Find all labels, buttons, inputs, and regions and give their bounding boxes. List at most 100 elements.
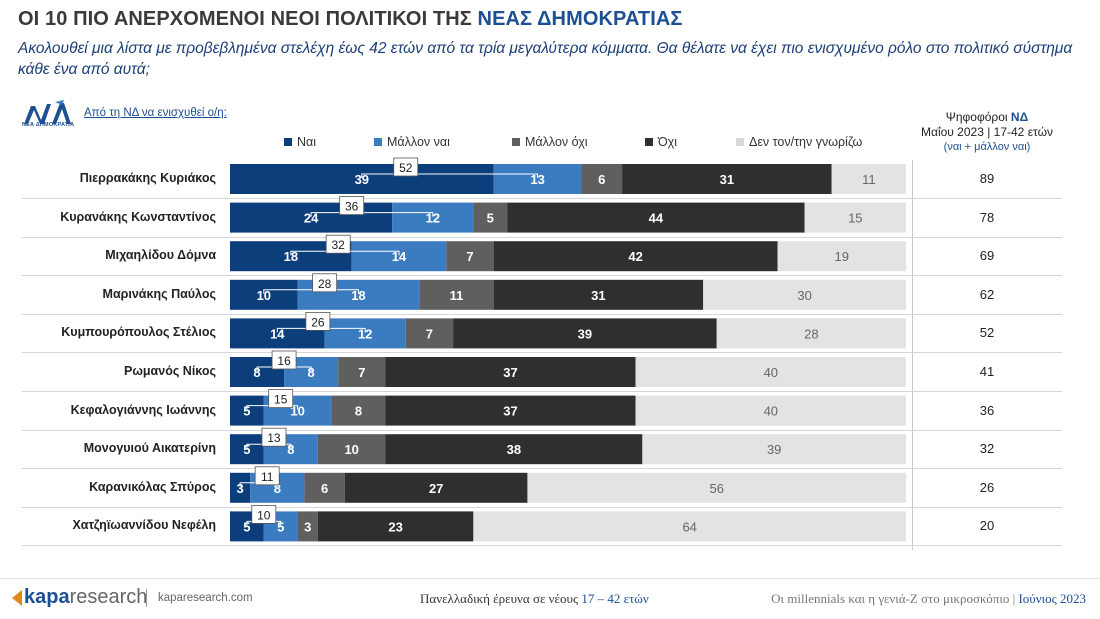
bar-value-label: 23 [388,519,402,534]
bar-value-label: 18 [351,288,365,303]
category-label: Καρανικόλας Σπύρος [89,479,216,494]
bar-segment [324,318,406,349]
bar-value-label: 12 [426,211,440,226]
bar-segment [338,357,386,387]
side-header-line1: Ψηφοφόροι [945,110,1011,124]
chart-question: Από τη ΝΔ να ενισχυθεί ο/η: [84,107,227,119]
bar-value-label: 64 [682,519,696,534]
bar-value-label: 10 [257,288,271,303]
bar-value-label: 15 [848,211,862,226]
combined-label-box [254,466,280,486]
bar-segment [493,164,582,194]
row-divider [22,506,1062,508]
bar-value-label: 31 [720,172,734,187]
combined-label-box [268,389,294,409]
bar-segment [392,202,474,233]
combined-label: 10 [257,508,271,522]
bar-segment [831,164,906,194]
bar-value-label: 8 [274,481,281,496]
bar-segment [493,279,704,310]
kapa-mark-icon [12,590,22,606]
bar-value-label: 3 [237,481,244,496]
bar-segment [385,357,636,387]
category-label: Κυρανάκης Κωνσταντίνος [60,209,216,224]
side-header-line2: Μαΐου 2023 | 17-42 ετών [921,125,1053,139]
legend-label: Δεν τον/την γνωρίζω [749,135,863,149]
combined-label-box [271,350,297,370]
bar-value-label: 38 [507,442,521,457]
bar-value-label: 6 [321,481,328,496]
bar-value-label: 8 [287,442,294,457]
bar-value-label: 8 [355,404,362,419]
combined-label-box [305,311,331,331]
bar-segment [642,434,906,465]
legend-item: Όχι [645,135,677,149]
nd-voters-value: 89 [979,171,995,186]
brand-logo: kaparesearch [24,586,147,609]
combined-label: 11 [261,470,274,484]
bar-value-label: 40 [764,365,778,380]
bar-segment [230,279,298,310]
nd-voters-value: 32 [979,441,995,457]
legend-item: Ναι [284,135,316,149]
bar-segment [230,164,494,194]
bar-value-label: 56 [709,481,723,496]
category-label: Χατζηϊωαννίδου Νεφέλη [72,518,216,533]
legend-item: Μάλλον ναι [374,135,450,149]
bar-segment [527,472,906,503]
legend-swatch [284,138,292,146]
combined-label: 52 [399,161,413,175]
side-divider [912,160,913,550]
bar-value-label: 44 [649,211,664,226]
legend-label: Όχι [658,135,678,149]
brand-separator [146,589,147,607]
row-divider [22,236,1062,238]
category-label: Ρωμανός Νίκος [124,364,216,378]
bar-value-label: 5 [487,211,494,226]
footer-report: Οι millennials και η γενιά-Ζ στο μικροσκ… [771,591,1086,607]
bar-value-label: 40 [764,404,778,419]
row-divider [22,429,1062,431]
bar-value-label: 5 [243,442,250,457]
bar-value-label: 10 [344,442,358,457]
bar-segment [297,511,318,542]
bar-segment [635,395,906,426]
side-header-nd: ΝΔ [1010,110,1029,124]
bar-segment [581,164,623,194]
category-label: Μιχαηλίδου Δόμνα [105,248,216,263]
combined-bracket [263,289,359,294]
title-highlight: ΝΕΑΣ ΔΗΜΟΚΡΑΤΙΑΣ [477,8,683,30]
combined-label: 36 [345,200,359,214]
bar-segment [351,241,447,272]
bar-value-label: 8 [308,365,315,380]
bar-value-label: 14 [392,249,407,264]
bar-segment [473,511,906,542]
legend-item: Μάλλον όχι [512,135,588,149]
bar-segment [385,395,636,426]
footer-divider [0,578,1100,579]
bar-value-label: 11 [862,172,876,187]
bar-value-label: 5 [243,404,250,419]
combined-label-box [312,273,338,293]
legend-swatch [736,138,744,146]
bar-value-label: 5 [277,519,284,534]
footer-report-date: Ιούνιος 2023 [1018,591,1086,606]
combined-label-box [393,157,419,177]
row-divider [22,545,1062,547]
bar-value-label: 6 [598,172,605,187]
bar-segment [317,434,386,465]
legend-swatch [374,138,382,146]
footer-survey-ages: 17 – 42 ετών [581,591,649,606]
bar-value-label: 19 [835,249,849,264]
category-label: Μονογυιού Αικατερίνη [83,441,216,456]
category-label: Κεφαλογιάννης Ιωάννης [70,402,216,417]
bar-value-label: 18 [284,249,298,264]
nd-voters-value: 20 [979,518,995,534]
bar-value-label: 37 [503,365,517,380]
nd-logo-text: ΝΕΑ ΔΗΜΟΚΡΑΤΙΑ [22,122,75,128]
combined-label-box [251,504,277,524]
category-label: Κυμπουρόπουλος Στέλιος [61,325,216,340]
combined-bracket [310,212,434,217]
bar-value-label: 39 [767,442,781,457]
row-divider [22,352,1062,354]
